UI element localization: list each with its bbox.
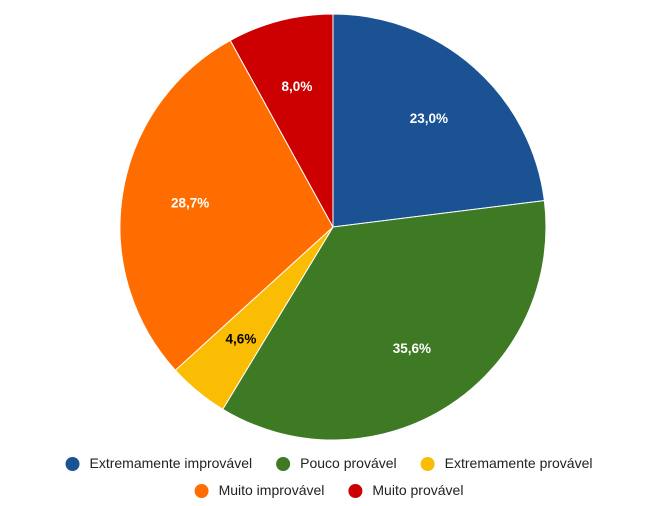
- legend: Extremamente improvável Pouco provável Ext…: [65, 455, 593, 498]
- legend-marker: [65, 457, 80, 471]
- legend-marker: [276, 457, 291, 471]
- legend-item: Pouco provável: [276, 455, 397, 471]
- legend-label: Muito provável: [372, 482, 463, 498]
- pie-slice-labels: 23,0% 35,6% 4,6% 28,7% 8,0%: [171, 79, 448, 356]
- slice-value-label: 4,6%: [226, 331, 257, 346]
- pie-slice-muito-improv-vel: [119, 39, 334, 371]
- pie-slice-extremamente-improv-vel: [332, 13, 545, 228]
- legend-item: Muito provável: [348, 482, 463, 498]
- slice-value-label: 35,6%: [393, 341, 431, 356]
- slice-value-label: 28,7%: [171, 196, 209, 211]
- legend-label: Muito improvável: [219, 482, 325, 498]
- legend-label: Extremamente improvável: [90, 455, 253, 471]
- legend-item: Muito improvável: [194, 482, 325, 498]
- slice-value-label: 8,0%: [282, 79, 313, 94]
- legend-item: Extremamente provável: [420, 455, 593, 471]
- pie-slice-muito-prov-vel: [229, 13, 334, 228]
- pie-slice-pouco-prov-vel: [222, 200, 547, 441]
- pie-slices: [119, 13, 547, 441]
- legend-label: Pouco provável: [300, 455, 397, 471]
- legend-item: Extremamente improvável: [65, 455, 253, 471]
- legend-marker: [348, 484, 363, 498]
- legend-label: Extremamente provável: [445, 455, 593, 471]
- legend-marker: [194, 484, 209, 498]
- slice-value-label: 23,0%: [410, 111, 448, 126]
- legend-marker: [420, 457, 435, 471]
